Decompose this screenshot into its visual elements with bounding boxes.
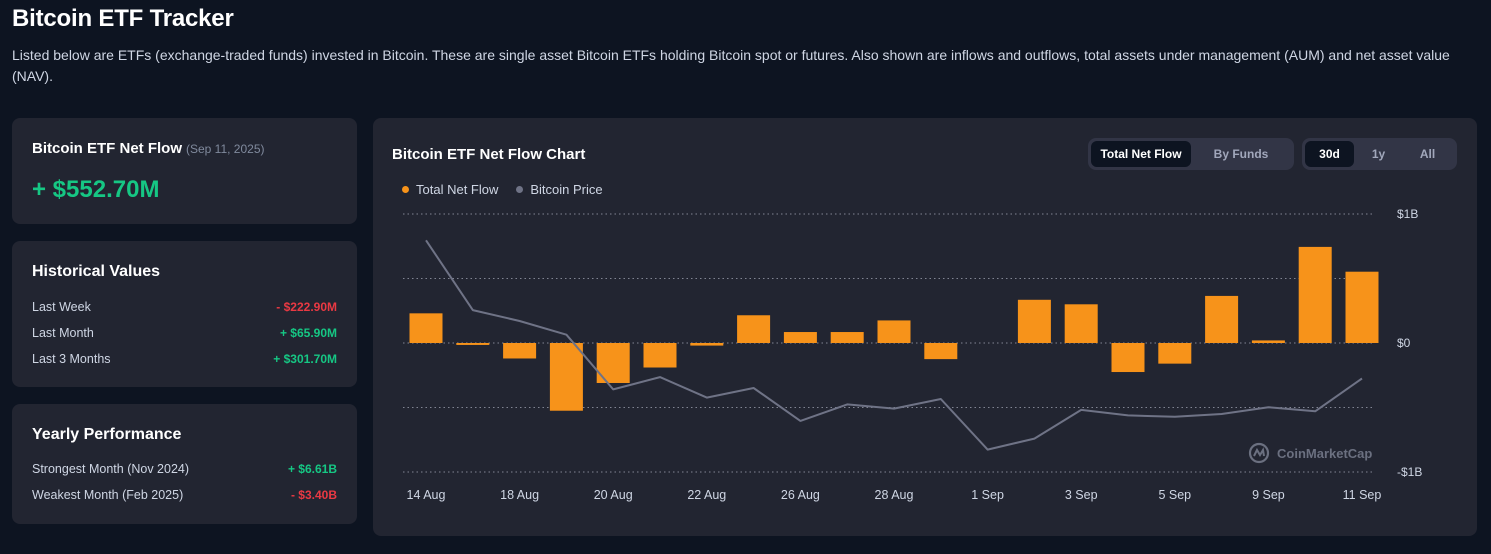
historical-row-label: Last 3 Months — [32, 352, 111, 366]
bar-29-aug — [924, 343, 958, 360]
bar-15-aug — [456, 343, 490, 345]
y-tick-label: -$1B — [1397, 465, 1422, 479]
legend-label: Bitcoin Price — [530, 182, 603, 197]
historical-values-card: Historical Values Last Week - $222.90M L… — [12, 241, 357, 387]
time-range-toggle: 30d 1y All — [1302, 138, 1457, 170]
legend-swatch-orange — [402, 186, 409, 193]
bar-27-aug — [830, 332, 864, 343]
bar-10-sep — [1298, 246, 1332, 343]
y-tick-label: $1B — [1397, 207, 1418, 221]
yearly-performance-card: Yearly Performance Strongest Month (Nov … — [12, 404, 357, 524]
bar-3-sep — [1064, 304, 1098, 343]
bar-26-aug — [783, 332, 817, 343]
range-30d-button[interactable]: 30d — [1305, 141, 1354, 167]
bar-2-sep — [1017, 299, 1051, 343]
bar-19-aug — [549, 343, 583, 411]
legend-item-total-net-flow[interactable]: Total Net Flow — [402, 182, 498, 197]
historical-row-last-month: Last Month + $65.90M — [32, 324, 337, 342]
bar-9-sep — [1251, 340, 1285, 343]
coinmarketcap-logo-icon — [1248, 442, 1270, 464]
yearly-row-label: Strongest Month (Nov 2024) — [32, 462, 190, 476]
chart-title: Bitcoin ETF Net Flow Chart — [392, 146, 586, 163]
historical-row-last-week: Last Week - $222.90M — [32, 298, 337, 316]
x-tick-label: 3 Sep — [1065, 488, 1098, 502]
historical-values-title: Historical Values — [32, 263, 161, 280]
historical-row-value: + $65.90M — [279, 326, 337, 340]
coinmarketcap-watermark: CoinMarketCap — [1248, 442, 1372, 464]
x-tick-label: 20 Aug — [594, 488, 633, 502]
x-tick-label: 5 Sep — [1158, 488, 1191, 502]
historical-row-last-3-months: Last 3 Months + $301.70M — [32, 350, 337, 368]
bar-8-sep — [1205, 295, 1239, 343]
x-tick-label: 22 Aug — [687, 488, 726, 502]
legend-swatch-gray — [516, 186, 524, 193]
x-tick-label: 1 Sep — [971, 488, 1004, 502]
x-tick-label: 11 Sep — [1343, 488, 1382, 502]
net-flow-date: (Sep 11, 2025) — [186, 142, 265, 156]
page-description: Listed below are ETFs (exchange-traded f… — [12, 47, 1450, 84]
historical-row-value: - $222.90M — [276, 300, 337, 314]
historical-row-label: Last Month — [32, 326, 94, 340]
bar-22-aug — [690, 343, 724, 346]
net-flow-value: + $552.70M — [32, 176, 160, 203]
bar-21-aug — [643, 343, 677, 368]
legend-label: Total Net Flow — [416, 182, 499, 197]
y-tick-label: $0 — [1397, 336, 1411, 350]
range-1y-button[interactable]: 1y — [1371, 147, 1386, 161]
yearly-row-value: + $6.61B — [287, 462, 337, 476]
bar-5-sep — [1158, 343, 1192, 364]
net-flow-title: Bitcoin ETF Net Flow (Sep 11, 2025) — [32, 140, 265, 157]
legend-item-bitcoin-price[interactable]: Bitcoin Price — [516, 182, 603, 197]
historical-row-label: Last Week — [32, 300, 91, 314]
watermark-text: CoinMarketCap — [1277, 445, 1373, 461]
yearly-row-label: Weakest Month (Feb 2025) — [32, 488, 184, 502]
x-tick-label: 26 Aug — [781, 488, 820, 502]
x-tick-label: 18 Aug — [500, 488, 539, 502]
tab-total-net-flow[interactable]: Total Net Flow — [1091, 141, 1191, 167]
bar-28-aug — [877, 320, 911, 343]
flow-view-toggle: Total Net Flow By Funds — [1088, 138, 1294, 170]
bar-25-aug — [737, 315, 771, 343]
bar-4-sep — [1111, 343, 1145, 373]
net-flow-chart: $1B $0 -$1B 14 Aug 18 Aug 20 Aug 22 Aug 26 Aug 2… — [403, 207, 1422, 502]
yearly-row-weakest: Weakest Month (Feb 2025) - $3.40B — [32, 486, 337, 504]
page-title: Bitcoin ETF Tracker — [12, 5, 234, 32]
net-flow-card: Bitcoin ETF Net Flow (Sep 11, 2025) + $55… — [12, 118, 357, 224]
x-tick-label: 14 Aug — [407, 488, 446, 502]
range-all-button[interactable]: All — [1419, 147, 1436, 161]
yearly-row-strongest: Strongest Month (Nov 2024) + $6.61B — [32, 460, 337, 478]
x-tick-label: 9 Sep — [1252, 488, 1285, 502]
bar-14-aug — [409, 313, 443, 343]
x-tick-label: 28 Aug — [875, 488, 914, 502]
tab-by-funds[interactable]: By Funds — [1213, 147, 1269, 161]
net-flow-title-text: Bitcoin ETF Net Flow — [32, 140, 182, 157]
net-flow-chart-card: $1B $0 -$1B 14 Aug 18 Aug 20 Aug 22 Aug 26 Aug 2… — [373, 118, 1477, 536]
historical-row-value: + $301.70M — [273, 352, 337, 366]
chart-legend: Total Net Flow Bitcoin Price — [402, 182, 603, 197]
bar-18-aug — [503, 343, 537, 359]
bar-11-sep — [1345, 271, 1379, 343]
yearly-performance-title: Yearly Performance — [32, 426, 182, 443]
yearly-row-value: - $3.40B — [290, 488, 337, 502]
